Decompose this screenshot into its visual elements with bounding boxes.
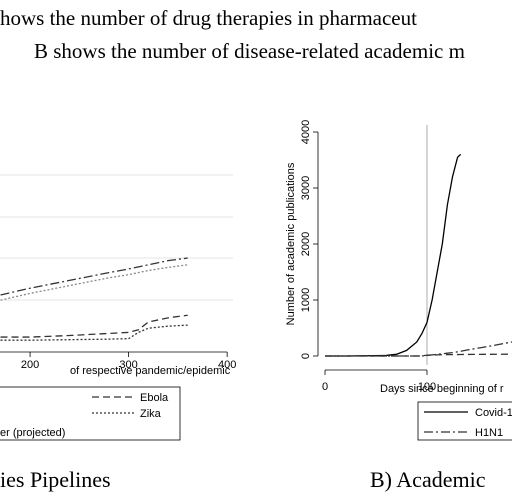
legend-box bbox=[0, 386, 181, 441]
x-tick-label: 0 bbox=[322, 381, 328, 393]
legend-label: Covid-1 bbox=[475, 407, 512, 419]
series-line bbox=[325, 353, 512, 357]
text-line: hows the number of drug therapies in pha… bbox=[0, 6, 417, 30]
x-tick-label: 300 bbox=[119, 359, 137, 371]
y-tick-label: 4000 bbox=[300, 120, 312, 144]
series-line bbox=[0, 314, 188, 338]
legend-label: H1N1 bbox=[475, 427, 503, 439]
x-axis-label: of respective pandemic/epidemic bbox=[70, 365, 231, 377]
series-line bbox=[0, 264, 188, 301]
legend-box bbox=[417, 401, 512, 441]
series-line bbox=[0, 257, 188, 296]
series-line bbox=[325, 153, 462, 357]
caption: B) Academic bbox=[370, 467, 486, 492]
y-tick-label: 1000 bbox=[300, 288, 312, 312]
x-tick-label: 100 bbox=[418, 381, 436, 393]
legend-label: Ebola bbox=[140, 392, 169, 404]
caption: ies Pipelines bbox=[0, 467, 111, 492]
y-tick-label: 0 bbox=[300, 353, 312, 359]
x-tick-label: 200 bbox=[21, 359, 39, 371]
legend-label: Zika bbox=[140, 408, 162, 420]
y-tick-label: 3000 bbox=[300, 176, 312, 200]
x-tick-label: 400 bbox=[218, 359, 236, 371]
series-line bbox=[325, 341, 512, 357]
legend-label: er (projected) bbox=[0, 427, 65, 439]
x-axis-label: Days since beginning of r bbox=[380, 383, 504, 395]
y-tick-label: 2000 bbox=[300, 232, 312, 256]
series-line bbox=[0, 324, 188, 341]
y-axis-label: Number of academic publications bbox=[285, 162, 297, 325]
text-line: B shows the number of disease-related ac… bbox=[34, 39, 465, 63]
